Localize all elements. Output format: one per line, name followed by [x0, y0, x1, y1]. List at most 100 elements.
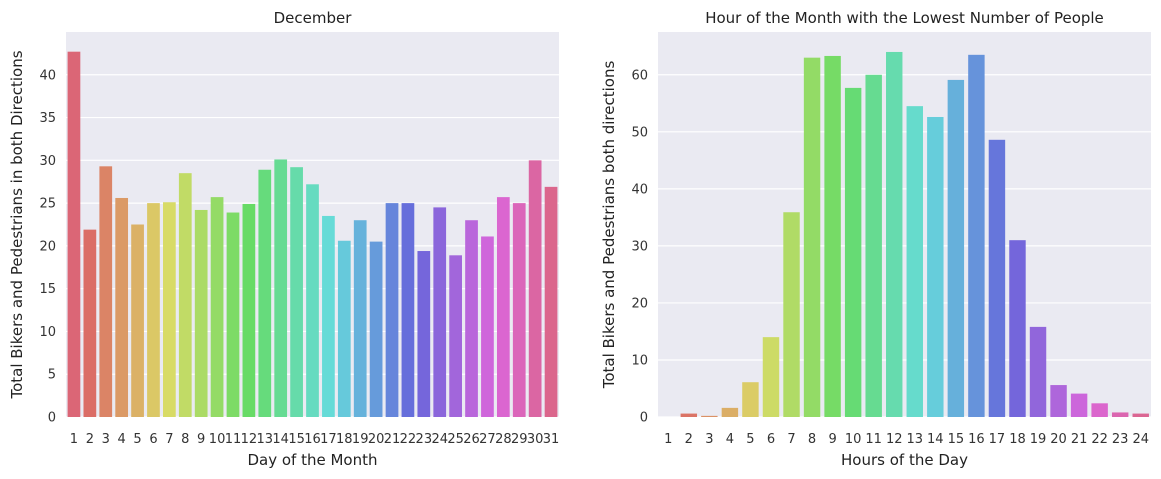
y-tick-label: 10: [39, 325, 56, 340]
x-tick-label: 23: [416, 432, 433, 447]
x-tick-label: 14: [927, 432, 944, 447]
y-tick-label: 20: [631, 296, 648, 311]
x-tick-label: 14: [272, 432, 289, 447]
bar: [721, 407, 739, 417]
x-tick-label: 15: [288, 432, 305, 447]
y-tick-label: 40: [631, 182, 648, 197]
x-tick-label: 29: [511, 432, 528, 447]
x-tick-label: 6: [767, 432, 775, 447]
bar: [131, 224, 144, 417]
x-tick-label: 21: [384, 432, 401, 447]
bar: [242, 203, 256, 417]
bar: [67, 51, 81, 418]
bar: [401, 203, 415, 417]
x-tick-label: 12: [886, 432, 903, 447]
x-tick-label: 6: [149, 432, 157, 447]
x-tick-label: 8: [181, 432, 189, 447]
bar: [337, 240, 351, 417]
x-tick-label: 16: [304, 432, 321, 447]
bar: [258, 169, 272, 417]
bar: [742, 382, 759, 417]
x-tick-label: 12: [241, 432, 258, 447]
bar: [1070, 393, 1088, 417]
y-tick-labels: 0 5 10 15 20 25 30 35 40: [39, 68, 56, 425]
bar: [163, 202, 176, 417]
bar: [194, 209, 208, 417]
bar: [1132, 413, 1149, 417]
x-tick-label: 27: [479, 432, 496, 447]
x-tick-label: 2: [685, 432, 693, 447]
x-tick-label: 1: [664, 432, 672, 447]
x-axis-label: Day of the Month: [247, 451, 377, 469]
bar: [783, 212, 800, 417]
bar: [1091, 403, 1108, 417]
x-tick-label: 28: [495, 432, 512, 447]
y-tick-labels: 0 10 20 30 40 50 60: [631, 68, 648, 425]
y-tick-label: 0: [48, 411, 56, 426]
x-tick-label: 25: [447, 432, 464, 447]
y-tick-label: 15: [39, 282, 56, 297]
bar: [178, 173, 192, 417]
y-tick-label: 35: [39, 111, 56, 126]
x-tick-label: 19: [1030, 432, 1047, 447]
y-tick-label: 10: [631, 353, 648, 368]
bar: [1050, 385, 1067, 417]
x-tick-label: 16: [968, 432, 985, 447]
bar: [680, 413, 698, 417]
y-axis-label: Total Bikers and Pedestrians in both Dir…: [8, 50, 26, 399]
chart-title: December: [274, 9, 353, 27]
y-tick-label: 60: [631, 68, 648, 83]
x-tick-label: 17: [989, 432, 1006, 447]
bar: [274, 159, 288, 417]
bar: [210, 197, 224, 417]
x-tick-label: 3: [102, 432, 110, 447]
gridlines: [658, 74, 1151, 418]
bar: [83, 229, 97, 417]
x-tick-label: 17: [320, 432, 337, 447]
bar: [844, 87, 862, 417]
bar: [385, 203, 399, 417]
x-tick-label: 1: [70, 432, 78, 447]
bar: [886, 51, 903, 418]
bar: [701, 415, 718, 417]
bar: [528, 160, 542, 418]
x-tick-label: 20: [368, 432, 385, 447]
bar: [1009, 240, 1026, 417]
x-tick-label: 2: [86, 432, 94, 447]
plot-area: [658, 32, 1151, 417]
x-tick-label: 22: [400, 432, 417, 447]
bar: [803, 57, 821, 418]
bar: [290, 167, 303, 417]
bar: [512, 203, 526, 417]
x-tick-label: 3: [705, 432, 713, 447]
y-tick-label: 40: [39, 68, 56, 83]
x-tick-label: 4: [118, 432, 126, 447]
x-tick-label: 9: [828, 432, 836, 447]
x-tick-label: 8: [808, 432, 816, 447]
x-tick-label: 21: [1071, 432, 1088, 447]
bar: [968, 54, 985, 417]
x-tick-label: 24: [1132, 432, 1149, 447]
x-tick-label: 15: [948, 432, 965, 447]
x-tick-label: 20: [1050, 432, 1067, 447]
bar: [433, 207, 447, 417]
bar: [353, 220, 367, 417]
x-axis-label: Hours of the Day: [841, 451, 968, 469]
x-tick-label: 11: [865, 432, 882, 447]
bar: [115, 197, 129, 417]
x-tick-labels: 1 2 3 4 5 6 7 8 9 10 11 12 13 14 15 16 17 18 19 20 21 22 23 24 2…: [70, 432, 560, 447]
bar: [147, 203, 160, 417]
y-axis-label: Total Bikers and Pedestrians both direct…: [600, 61, 618, 390]
x-tick-label: 13: [257, 432, 274, 447]
bar: [369, 241, 383, 417]
bar: [947, 79, 965, 418]
x-tick-label: 11: [225, 432, 242, 447]
x-tick-label: 9: [197, 432, 205, 447]
x-tick-label: 22: [1091, 432, 1108, 447]
x-tick-label: 18: [336, 432, 353, 447]
bar: [988, 139, 1006, 418]
bar: [865, 74, 882, 418]
x-tick-label: 5: [133, 432, 141, 447]
